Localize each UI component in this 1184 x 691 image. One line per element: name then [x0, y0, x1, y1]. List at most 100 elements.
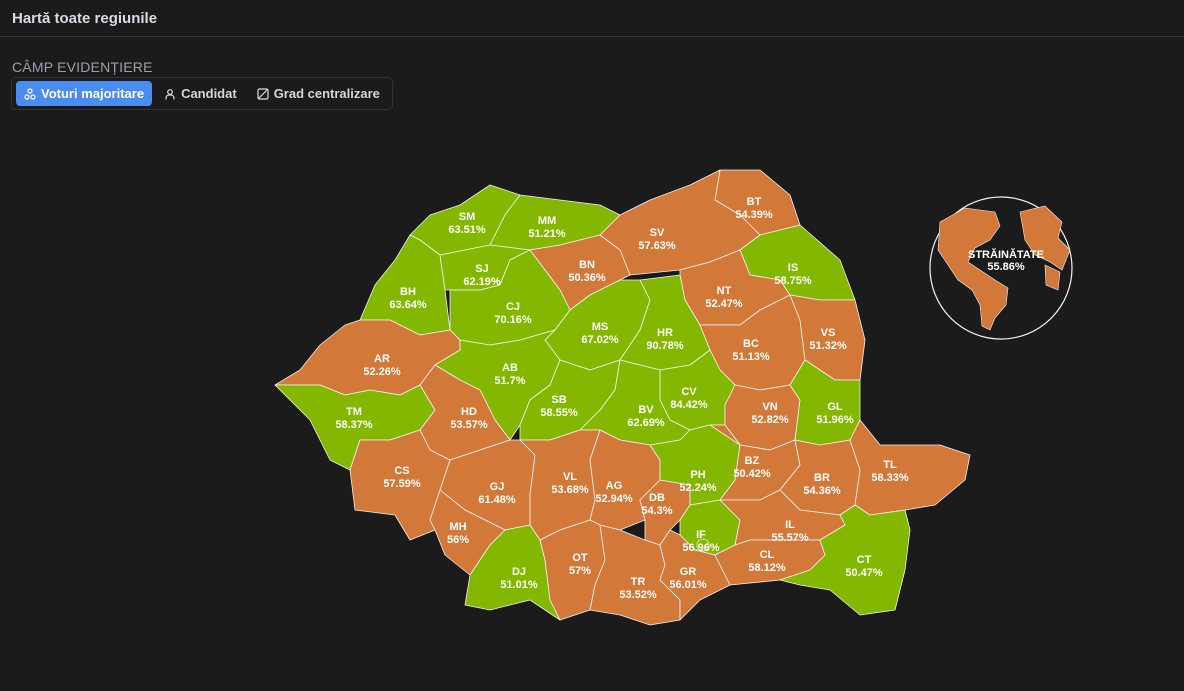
county-value-label: 58.12%	[748, 562, 786, 574]
county-value-label: 51.96%	[816, 414, 854, 426]
county-code-label: CJ	[506, 301, 520, 313]
bucharest-marker[interactable]	[696, 538, 710, 552]
county-value-label: 63.51%	[448, 224, 486, 236]
county-code-label: VN	[762, 401, 777, 413]
island-shape	[1044, 264, 1061, 291]
county-code-label: BV	[638, 404, 654, 416]
county-ct[interactable]	[779, 504, 911, 616]
county-value-label: 50.47%	[845, 567, 883, 579]
county-value-label: 67.02%	[581, 334, 619, 346]
county-value-label: 56.96%	[682, 542, 720, 554]
county-code-label: BH	[400, 286, 416, 298]
county-tl[interactable]	[849, 419, 971, 516]
county-code-label: BZ	[745, 455, 760, 467]
county-value-label: 90.78%	[646, 340, 684, 352]
county-code-label: CT	[857, 554, 872, 566]
county-value-label: 53.68%	[551, 484, 589, 496]
user-icon	[165, 88, 175, 99]
county-value-label: 55.57%	[771, 532, 809, 544]
option-label: Voturi majoritare	[41, 86, 145, 101]
county-code-label: NT	[717, 285, 732, 297]
option-label: Grad centralizare	[273, 86, 380, 101]
option-majority-votes[interactable]: Voturi majoritare	[16, 81, 153, 106]
nodes-icon	[24, 87, 36, 100]
county-value-label: 50.42%	[733, 468, 771, 480]
county-code-label: CV	[681, 386, 697, 398]
county-value-label: 57.59%	[383, 478, 421, 490]
county-value-label: 54.36%	[803, 485, 841, 497]
county-value-label: 50.36%	[568, 272, 606, 284]
option-label: Candidat	[181, 86, 237, 101]
county-value-label: 57%	[569, 565, 591, 577]
county-code-label: VS	[821, 327, 836, 339]
county-code-label: IF	[696, 529, 706, 541]
highlight-field-label: CÂMP EVIDENȚIERE	[12, 59, 153, 75]
county-code-label: PH	[690, 469, 705, 481]
county-value-label: 58.37%	[335, 419, 373, 431]
header: Hartă toate regiunile	[0, 0, 1184, 37]
square-slash-icon	[257, 87, 269, 100]
county-code-label: DB	[649, 492, 665, 504]
county-code-label: HR	[657, 327, 673, 339]
county-value-label: 54.39%	[735, 209, 773, 221]
europe-africa-shape	[1019, 205, 1071, 271]
county-code-label: SM	[459, 211, 476, 223]
county-code-label: DJ	[512, 566, 526, 578]
option-centralization[interactable]: Grad centralizare	[249, 81, 388, 106]
county-value-label: 62.19%	[463, 276, 501, 288]
county-code-label: GJ	[490, 481, 505, 493]
county-code-label: TL	[883, 459, 897, 471]
county-value-label: 58.33%	[871, 472, 909, 484]
county-value-label: 51.7%	[494, 375, 525, 387]
county-code-label: BR	[814, 472, 830, 484]
county-code-label: VL	[563, 471, 577, 483]
county-value-label: 52.82%	[751, 414, 789, 426]
county-value-label: 61.48%	[478, 494, 516, 506]
county-value-label: 52.26%	[363, 366, 401, 378]
county-value-label: 58.75%	[774, 275, 812, 287]
county-code-label: BC	[743, 338, 759, 350]
county-code-label: BN	[579, 259, 595, 271]
page-title: Hartă toate regiunile	[12, 9, 158, 27]
county-code-label: BT	[747, 196, 762, 208]
county-value-label: 52.24%	[679, 482, 717, 494]
county-value-label: 51.13%	[732, 351, 770, 363]
abroad-label: STRĂINĂTATE	[968, 248, 1044, 261]
county-code-label: MM	[538, 215, 556, 227]
county-value-label: 51.32%	[809, 340, 847, 352]
county-code-label: AR	[374, 353, 390, 365]
county-value-label: 53.52%	[619, 589, 657, 601]
county-code-label: CS	[394, 465, 409, 477]
county-code-label: AG	[606, 480, 623, 492]
county-value-label: 84.42%	[670, 399, 708, 411]
county-value-label: 52.94%	[595, 493, 633, 505]
county-code-label: SJ	[475, 263, 488, 275]
county-code-label: MH	[449, 521, 466, 533]
county-value-label: 63.64%	[389, 299, 427, 311]
county-code-label: TM	[346, 406, 362, 418]
county-value-label: 53.57%	[450, 419, 488, 431]
county-code-label: GR	[680, 566, 697, 578]
county-code-label: HD	[461, 406, 477, 418]
county-code-label: SB	[551, 394, 566, 406]
county-code-label: IS	[788, 262, 798, 274]
option-candidate[interactable]: Candidat	[156, 81, 245, 106]
county-value-label: 56%	[447, 534, 469, 546]
county-code-label: OT	[572, 552, 588, 564]
abroad-value: 55.86%	[987, 261, 1025, 273]
county-code-label: SV	[650, 227, 665, 239]
americas-shape	[937, 207, 1009, 331]
county-code-label: TR	[631, 576, 646, 588]
county-value-label: 58.55%	[540, 407, 578, 419]
county-value-label: 51.01%	[500, 579, 538, 591]
county-value-label: 52.47%	[705, 298, 743, 310]
county-code-label: GL	[827, 401, 843, 413]
county-code-label: MS	[592, 321, 609, 333]
county-value-label: 51.21%	[528, 228, 566, 240]
county-code-label: CL	[760, 549, 775, 561]
county-value-label: 62.69%	[627, 417, 665, 429]
county-value-label: 70.16%	[494, 314, 532, 326]
county-value-label: 57.63%	[638, 240, 676, 252]
county-value-label: 56.01%	[669, 579, 707, 591]
